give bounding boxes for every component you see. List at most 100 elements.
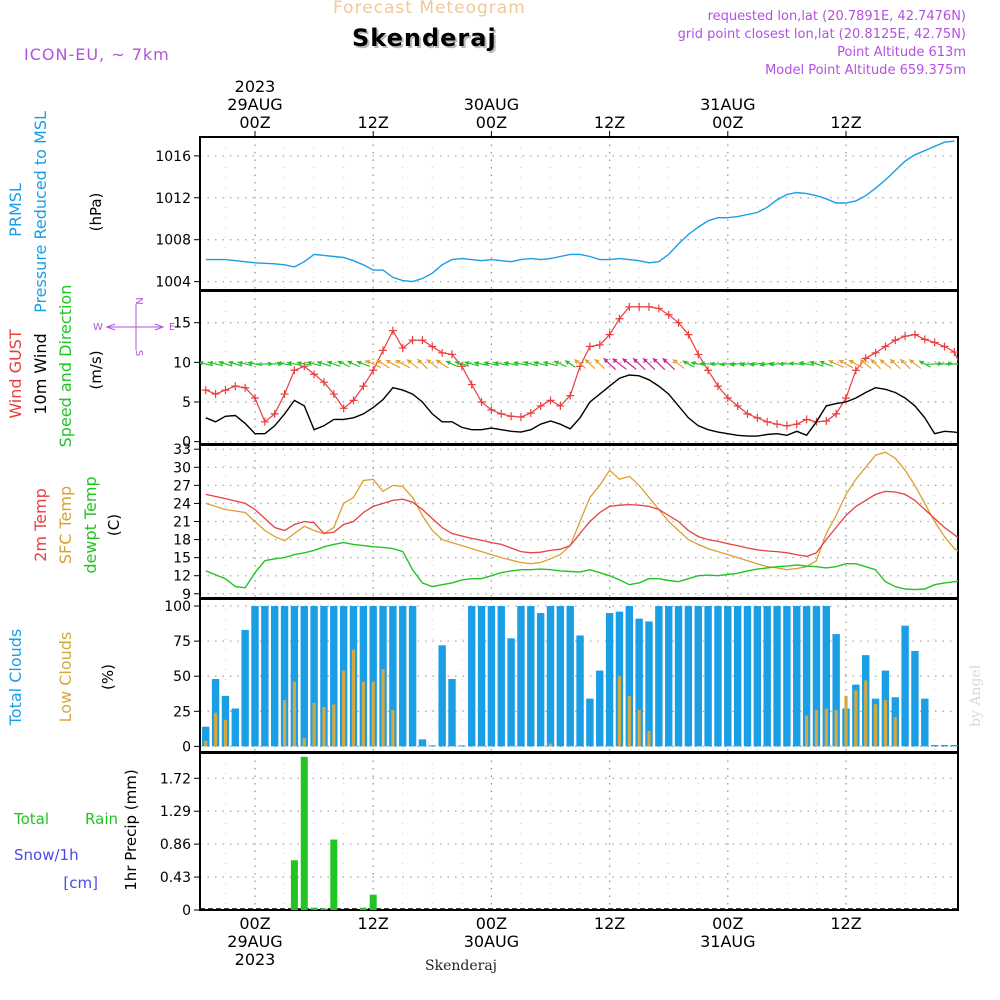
y-tick-label: 21 [173, 515, 191, 531]
total-cloud-bar [399, 606, 407, 747]
total-cloud-bar [921, 698, 929, 747]
gust-marker [881, 342, 890, 351]
gust-marker [713, 382, 722, 391]
y-tick-label: 33 [173, 442, 191, 458]
total-cloud-bar [310, 606, 318, 747]
total-clouds-label: Total Clouds [6, 629, 25, 727]
y-tick-label: 1008 [155, 233, 191, 249]
bottom-time-label: 12Z [594, 914, 625, 933]
wind-arrow-head [277, 360, 282, 366]
total-cloud-bar [280, 606, 289, 747]
low-cloud-bar [204, 740, 208, 747]
total-cloud-bar [546, 606, 555, 747]
total-cloud-bar [793, 606, 801, 747]
total-cloud-bar [911, 650, 919, 747]
y-tick-label: 30 [173, 460, 191, 476]
rain-bar [310, 907, 318, 910]
rain-total-label: Total [13, 810, 49, 828]
gust-marker [507, 412, 516, 421]
total-cloud-bar [694, 606, 702, 747]
pressure-label-desc: Pressure Reduced to MSL [31, 111, 50, 313]
wind-arrow-head [296, 360, 302, 366]
panel-frame-precip [199, 752, 959, 911]
total-cloud-bar [714, 606, 722, 747]
low-cloud-bar [814, 709, 819, 747]
low-cloud-bar [361, 681, 365, 747]
wind-gust-label: Wind GUST [6, 329, 25, 419]
total-cloud-bar [438, 645, 446, 747]
total-cloud-bar [359, 606, 368, 747]
total-cloud-bar [684, 606, 693, 747]
rain-bar [359, 907, 367, 910]
gust-marker [211, 390, 220, 399]
top-time-label: 00Z [712, 113, 743, 132]
compass-n-label: N [133, 297, 144, 304]
top-time-label: 00Z [239, 113, 270, 132]
total-cloud-bar [743, 606, 752, 747]
wind-arrow-head [759, 362, 765, 367]
total-cloud-bar [251, 606, 259, 747]
bottom-time-label: 30AUG [464, 932, 519, 951]
wind-arrow-head [565, 360, 571, 365]
y-tick-label: 75 [173, 634, 191, 650]
pressure-unit-label: (hPa) [87, 193, 105, 232]
low-cloud-bar [617, 676, 622, 747]
wind-arrow-head [228, 360, 234, 366]
gust-marker [310, 370, 319, 379]
total-cloud-bar [655, 606, 663, 747]
gust-marker [290, 366, 299, 375]
gust-marker [990, 415, 998, 423]
top-time-label: 30AUG [464, 95, 519, 114]
wind-arrow-head [652, 358, 658, 363]
wind-arrows [200, 357, 991, 371]
top-time-label: 12Z [358, 113, 389, 132]
gust-marker [438, 348, 447, 357]
gust-marker [664, 310, 673, 319]
y-tick-label: 9 [182, 587, 191, 603]
bottom-time-label: 12Z [830, 914, 861, 933]
gust-marker [270, 409, 279, 418]
wind-arrow-head [200, 360, 204, 366]
gust-marker [940, 342, 949, 351]
wind-arrow-head [406, 359, 412, 365]
panel-precip-grid [194, 753, 958, 911]
gust-marker [694, 350, 703, 359]
gust-marker [487, 405, 496, 414]
wind-arrow-head [739, 362, 745, 367]
gust-marker [231, 382, 240, 391]
gust-marker [388, 326, 397, 335]
snow-unit-label: [cm] [63, 874, 98, 892]
low-cloud-bar [805, 715, 809, 747]
gust-marker [595, 340, 604, 349]
wind-arrow-head [523, 360, 529, 366]
total-cloud-bar [300, 606, 308, 747]
wind-arrow-head [337, 360, 343, 366]
wind-arrow-head [474, 360, 479, 366]
total-cloud-bar [271, 606, 279, 747]
total-cloud-bar [596, 670, 604, 747]
total-cloud-bar [527, 606, 535, 747]
low-cloud-bar [824, 708, 828, 747]
wind-arrow-head [643, 358, 648, 363]
faded-title: Forecast Meteogram [333, 0, 526, 18]
y-tick-label: 0.86 [160, 837, 191, 853]
total-cloud-bar [665, 606, 673, 747]
wind-arrow-head [838, 360, 844, 365]
total-cloud-bar [408, 606, 417, 747]
y-tick-label: 24 [173, 496, 191, 512]
wind-arrow-head [909, 359, 915, 365]
bottom-time-label: 00Z [476, 914, 507, 933]
bottom-time-label: 00Z [239, 914, 270, 933]
gust-marker [497, 409, 506, 418]
y-tick-label: 1004 [155, 275, 191, 291]
gust-marker [280, 390, 289, 399]
wind-arrow-head [554, 360, 560, 366]
gust-marker [408, 336, 417, 345]
wind-arrow-head [749, 362, 755, 367]
total-cloud-bar [605, 613, 614, 747]
dewpoint-line [205, 541, 958, 591]
total-cloud-bar [507, 638, 515, 747]
wind-arrow-head [987, 361, 991, 366]
low-cloud-bar [647, 730, 651, 747]
